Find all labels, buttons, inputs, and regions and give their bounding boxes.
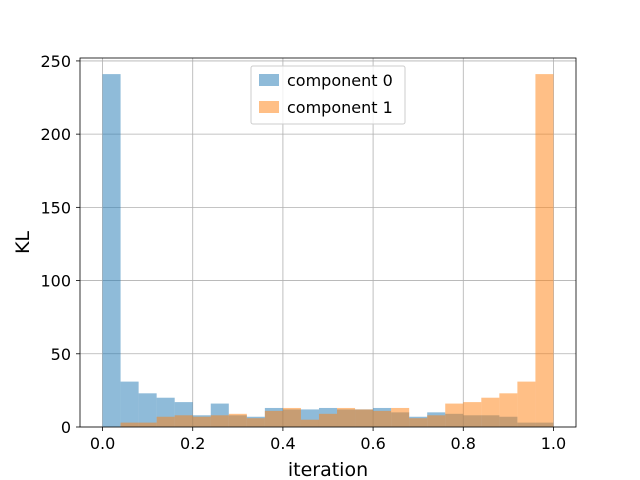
bar-component-1 <box>337 407 356 427</box>
bar-component-0 <box>102 74 121 427</box>
bar-component-1 <box>391 407 410 427</box>
bar-component-1 <box>355 409 374 427</box>
legend-swatch-1 <box>259 101 279 113</box>
bar-component-1 <box>373 410 392 427</box>
x-tick-label: 0.4 <box>270 434 295 453</box>
x-axis-label: iteration <box>288 459 368 480</box>
bar-component-1 <box>409 418 428 427</box>
legend-label-0: component 0 <box>287 71 393 90</box>
bar-component-1 <box>427 415 446 427</box>
x-tick-label: 0.8 <box>451 434 476 453</box>
x-tick-label: 0.2 <box>180 434 205 453</box>
bar-component-1 <box>481 397 500 427</box>
x-tick-label: 0.6 <box>360 434 385 453</box>
y-tick-label: 150 <box>40 198 71 217</box>
bar-component-1 <box>210 415 229 427</box>
bar-component-1 <box>246 418 265 427</box>
y-tick-label: 50 <box>51 345 71 364</box>
y-axis-label: KL <box>12 231 34 254</box>
legend-label-1: component 1 <box>287 98 393 117</box>
bar-component-1 <box>499 393 518 427</box>
x-tick-label: 1.0 <box>541 434 566 453</box>
y-tick-label: 100 <box>40 272 71 291</box>
bar-component-1 <box>264 410 283 427</box>
ticks: 0.0 0.2 0.4 0.6 0.8 1.0 0 50 100 150 200 250 <box>40 52 566 453</box>
bar-component-1 <box>535 74 554 427</box>
y-tick-label: 250 <box>40 52 71 71</box>
bar-component-1 <box>120 422 139 427</box>
bar-component-1 <box>156 416 175 427</box>
bar-component-1 <box>192 416 211 427</box>
y-tick-label: 0 <box>61 418 71 437</box>
x-tick-label: 0.0 <box>90 434 115 453</box>
bar-component-1 <box>445 403 464 427</box>
bar-component-1 <box>282 407 301 427</box>
legend-box <box>250 65 406 125</box>
plot-frame <box>79 57 577 428</box>
y-tick-label: 200 <box>40 125 71 144</box>
bar-component-0 <box>138 393 157 427</box>
bars <box>102 74 554 427</box>
bar-component-1 <box>138 422 157 427</box>
legend: component 0 component 1 <box>250 65 406 125</box>
legend-swatch-0 <box>259 74 279 86</box>
bar-component-1 <box>517 381 536 427</box>
bar-component-1 <box>463 402 482 427</box>
bar-component-1 <box>300 419 319 427</box>
bar-component-1 <box>228 413 247 427</box>
bar-component-1 <box>318 413 338 427</box>
bar-component-0 <box>120 381 139 427</box>
bar-component-1 <box>174 415 193 427</box>
